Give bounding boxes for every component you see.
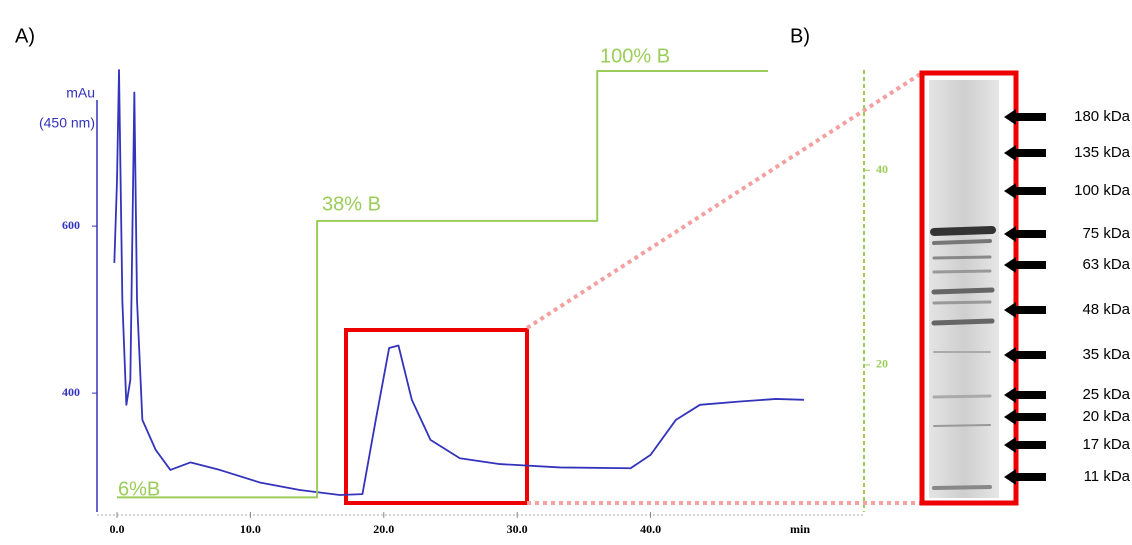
marker-label: 75 kDa	[1082, 225, 1130, 242]
gel-band	[934, 321, 992, 323]
marker-label: 135 kDa	[1074, 144, 1131, 161]
y-tick-label: 600	[62, 218, 80, 232]
x-tick-label: 0.0	[110, 522, 125, 536]
marker-arrow	[1004, 257, 1046, 273]
x-tick-label: 20.0	[373, 522, 394, 536]
y-axis-label: (450 nm)	[39, 115, 95, 131]
marker-arrow	[1004, 469, 1046, 485]
annotation: 6%B	[118, 478, 160, 500]
marker-label: 17 kDa	[1082, 436, 1130, 453]
zoom-box	[346, 330, 527, 503]
marker-label: 35 kDa	[1082, 346, 1130, 363]
marker-label: 180 kDa	[1074, 108, 1131, 125]
marker-arrow	[1004, 437, 1046, 453]
marker-label: 100 kDa	[1074, 182, 1131, 199]
marker-label: 48 kDa	[1082, 301, 1130, 318]
x-tick-label: 10.0	[240, 522, 261, 536]
figure: A) B) mAu (450 nm) min 0.0 10.0 20.0 30.0 40…	[0, 0, 1132, 545]
y2-tick-label: 20	[876, 357, 888, 371]
connector	[527, 73, 922, 328]
marker-arrow	[1004, 226, 1046, 242]
marker-arrow	[1004, 183, 1046, 199]
marker-label: 20 kDa	[1082, 408, 1130, 425]
marker-label: 11 kDa	[1084, 468, 1131, 485]
gel-band	[934, 241, 990, 243]
marker-arrow	[1004, 145, 1046, 161]
marker-arrow	[1004, 347, 1046, 363]
gel-band	[934, 425, 990, 426]
gel-band	[934, 290, 992, 292]
y-axis-label: mAu	[66, 85, 95, 101]
y2-tick-label: 40	[876, 162, 888, 176]
panel-label: A)	[15, 25, 35, 47]
marker-arrow	[1004, 302, 1046, 318]
absorbance-line	[114, 70, 804, 495]
gel-band	[934, 396, 990, 397]
marker-label: 63 kDa	[1082, 256, 1130, 273]
gel-band	[934, 230, 992, 232]
x-tick-label: 30.0	[507, 522, 528, 536]
marker-arrow	[1004, 409, 1046, 425]
annotation: 38% B	[322, 193, 381, 215]
gradient-line	[117, 71, 768, 497]
marker-label: 25 kDa	[1082, 386, 1130, 403]
marker-arrow	[1004, 387, 1046, 403]
panel-label: B)	[790, 25, 810, 47]
gel-band	[934, 487, 990, 488]
x-axis-label: min	[790, 522, 810, 536]
y-tick-label: 400	[62, 385, 80, 399]
gel-band	[934, 271, 990, 272]
x-tick-label: 40.0	[640, 522, 661, 536]
marker-arrow	[1004, 109, 1046, 125]
gel-band	[934, 257, 990, 258]
annotation: 100% B	[600, 45, 670, 67]
gel-band	[934, 302, 990, 303]
